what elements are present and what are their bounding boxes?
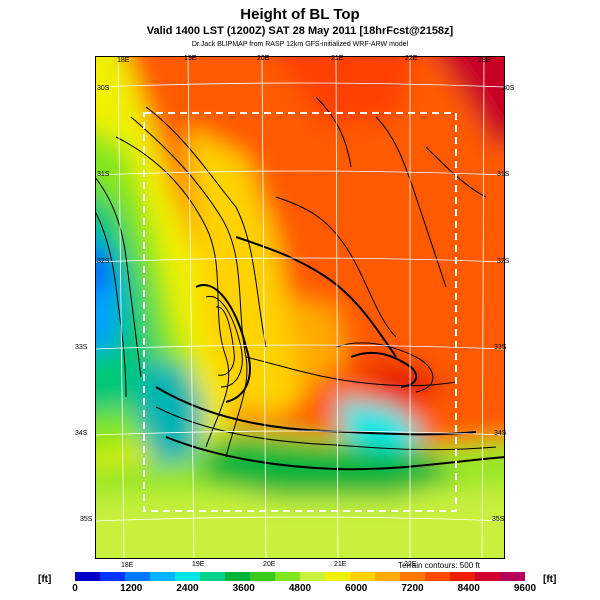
- colorbar-swatch: [300, 572, 326, 581]
- colorbar-swatch: [75, 572, 101, 581]
- colorbar-swatch: [425, 572, 451, 581]
- colorbar-swatch: [175, 572, 201, 581]
- lat-lon-grid: [96, 57, 504, 558]
- map-subtitle: Valid 1400 LST (1200Z) SAT 28 May 2011 […: [146, 25, 454, 37]
- lat-label-right: 35S: [492, 516, 505, 523]
- lat-label-right: 32S: [497, 258, 510, 265]
- lon-label-bottom: 18E: [121, 562, 134, 569]
- colorbar-swatch: [400, 572, 426, 581]
- colorbar-tick-label: 1200: [120, 583, 143, 594]
- lon-label-bottom: 21E: [334, 561, 347, 568]
- colorbar-swatch: [275, 572, 301, 581]
- lat-label-left: 33S: [75, 344, 88, 351]
- colorbar-swatch: [100, 572, 126, 581]
- terrain-contour-note: Terrain contours: 500 ft: [398, 561, 480, 570]
- colorbar-tick-label: 7200: [401, 583, 424, 594]
- map-credit: Dr.Jack BLIPMAP from RASP 12km GFS-initi…: [191, 41, 409, 48]
- colorbar-tick-label: 3600: [232, 583, 255, 594]
- colorbar-swatch: [500, 572, 525, 581]
- contour-lines: [96, 96, 504, 471]
- colorbar-swatch: [250, 572, 276, 581]
- colorbar-tick-label: 4800: [288, 583, 312, 594]
- colorbar-swatch: [225, 572, 251, 581]
- colorbar-swatch: [450, 572, 476, 581]
- colorbar-unit-left: [ft]: [38, 574, 52, 585]
- colorbar-swatch: [125, 572, 151, 581]
- lat-label-left: 34S: [75, 430, 88, 437]
- colorbar-unit-right: [ft]: [543, 574, 557, 585]
- bl-top-field: [96, 57, 504, 558]
- colorbar-swatch: [350, 572, 376, 581]
- lat-label-left: 30S: [97, 85, 110, 92]
- colorbar-tick-label: 9600: [513, 583, 537, 594]
- lat-label-right: 31S: [497, 171, 510, 178]
- color-field: [96, 57, 504, 558]
- lat-label-left: 32S: [97, 258, 110, 265]
- lon-label-top: 23E: [478, 57, 491, 64]
- lon-label-top: 20E: [257, 55, 270, 62]
- lon-label-bottom: 19E: [192, 561, 205, 568]
- colorbar-swatch: [325, 572, 351, 581]
- map-title: Height of BL Top: [240, 6, 360, 23]
- lat-label-right: 33S: [494, 344, 507, 351]
- colorbar-swatch: [150, 572, 176, 581]
- lat-label-right: 30S: [502, 85, 515, 92]
- map-area: [95, 56, 505, 559]
- colorbar-swatch: [200, 572, 226, 581]
- lon-label-top: 21E: [331, 55, 344, 62]
- lon-label-top: 18E: [117, 57, 130, 64]
- lat-label-left: 31S: [97, 171, 110, 178]
- inner-domain-boundary: [143, 112, 457, 512]
- colorbar-tick-label: 2400: [176, 583, 199, 594]
- colorbar-tick-label: 6000: [345, 583, 368, 594]
- lat-label-left: 35S: [80, 516, 93, 523]
- lon-label-top: 19E: [184, 55, 197, 62]
- colorbar-swatch: [475, 572, 501, 581]
- lon-label-top: 22E: [405, 55, 418, 62]
- lon-label-bottom: 22E: [404, 561, 417, 568]
- lon-label-bottom: 20E: [263, 561, 276, 568]
- colorbar-swatch: [375, 572, 401, 581]
- colorbar: [75, 572, 525, 581]
- colorbar-tick-label: 0: [72, 583, 78, 594]
- colorbar-tick-label: 8400: [457, 583, 480, 594]
- lat-label-right: 34S: [494, 430, 507, 437]
